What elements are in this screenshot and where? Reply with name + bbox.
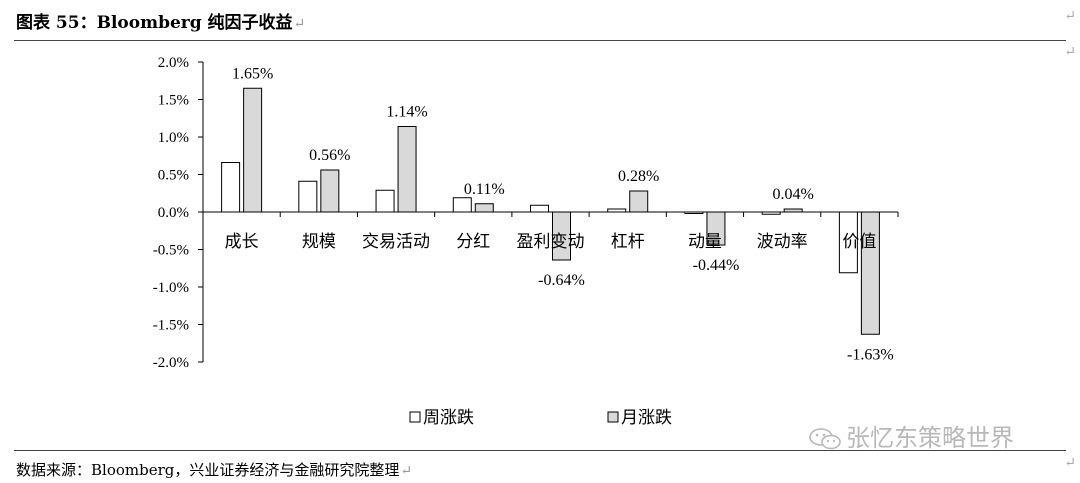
y-tick-label: 0.0%: [158, 205, 189, 221]
category-label: 交易活动: [362, 232, 430, 252]
y-tick-label: 2.0%: [158, 55, 189, 71]
category-label: 杠杆: [611, 232, 645, 252]
y-tick-label: -0.5%: [153, 243, 189, 259]
legend-label-monthly: 月涨跌: [621, 408, 672, 428]
title-rule: [14, 40, 1066, 41]
monthly-bar: [243, 87, 263, 213]
watermark: 张忆东策略世界: [808, 418, 1014, 453]
return-mark: ↵: [1064, 44, 1076, 60]
data-label: 0.28%: [618, 168, 659, 185]
data-label: -0.64%: [538, 272, 585, 289]
weekly-bar: [375, 189, 395, 213]
return-mark: ↵: [1064, 455, 1076, 471]
legend-swatch-monthly: [607, 411, 619, 423]
monthly-bar: [474, 203, 494, 213]
y-tick-label: -2.0%: [153, 355, 189, 371]
legend-label-weekly: 周涨跌: [423, 408, 474, 428]
y-tick-label: 0.5%: [158, 168, 189, 184]
category-label: 动量: [688, 232, 722, 252]
y-tick-label: 1.0%: [158, 130, 189, 146]
data-label: 1.65%: [232, 65, 273, 82]
source-rule: [14, 450, 1066, 451]
return-mark: ↵: [293, 16, 306, 32]
source-note: 数据来源：Bloomberg，兴业证券经济与金融研究院整理↵: [16, 461, 413, 479]
watermark-text: 张忆东策略世界: [846, 424, 1014, 452]
y-tick-label: -1.0%: [153, 280, 189, 296]
monthly-bar: [320, 169, 340, 213]
category-label: 成长: [225, 232, 259, 252]
monthly-bar: [860, 211, 880, 335]
data-label: 0.04%: [773, 186, 814, 203]
category-label: 价值: [842, 232, 876, 252]
weekly-bar: [530, 204, 549, 213]
category-label: 分红: [456, 232, 490, 252]
monthly-bar: [629, 190, 649, 213]
wechat-icon: [809, 428, 841, 450]
data-label: -1.63%: [847, 346, 894, 363]
data-label: -0.44%: [693, 257, 740, 274]
monthly-bar: [397, 126, 417, 213]
y-tick-label: -1.5%: [153, 318, 189, 334]
y-tick-label: 1.5%: [158, 93, 189, 109]
data-label: 0.11%: [464, 181, 505, 198]
chart-title: 图表 55：Bloomberg 纯因子收益↵: [16, 13, 306, 33]
weekly-bar: [298, 180, 318, 213]
bar-chart: 2.0% 1.5% 1.0% 0.5% 0.0% -0.5% -1.0% -1.5% -2.0%…: [153, 55, 899, 428]
weekly-bar: [221, 162, 241, 213]
weekly-bar: [452, 197, 472, 213]
data-label: 0.56%: [309, 147, 350, 164]
data-label: 1.14%: [386, 104, 427, 121]
category-label: 盈利变动: [517, 232, 585, 252]
legend-swatch-weekly: [409, 411, 421, 423]
category-label: 规模: [302, 232, 336, 252]
category-label: 波动率: [757, 232, 808, 252]
return-mark: ↵: [400, 463, 413, 479]
return-mark: ↵: [1064, 8, 1076, 24]
